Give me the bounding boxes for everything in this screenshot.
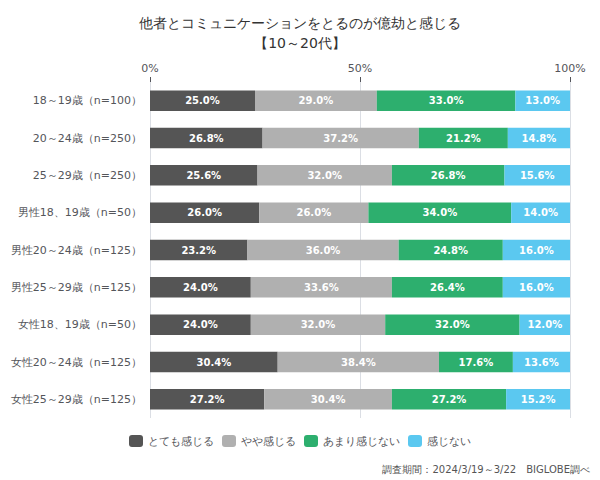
svg-text:26.0%: 26.0% xyxy=(296,207,331,218)
svg-text:16.0%: 16.0% xyxy=(519,245,554,256)
svg-text:13.0%: 13.0% xyxy=(525,95,560,106)
svg-text:調査期間：2024/3/19～3/22 BIGLOBE調べ: 調査期間：2024/3/19～3/22 BIGLOBE調べ xyxy=(382,464,590,475)
svg-text:38.4%: 38.4% xyxy=(341,357,376,368)
svg-text:26.0%: 26.0% xyxy=(187,207,222,218)
svg-text:17.6%: 17.6% xyxy=(459,357,494,368)
svg-text:24.0%: 24.0% xyxy=(183,282,218,293)
svg-text:16.0%: 16.0% xyxy=(519,282,554,293)
svg-text:25～29歳（n=250）: 25～29歳（n=250） xyxy=(33,169,142,182)
svg-text:24.8%: 24.8% xyxy=(433,245,468,256)
svg-text:32.0%: 32.0% xyxy=(307,170,342,181)
svg-text:0%: 0% xyxy=(141,62,158,75)
svg-text:26.4%: 26.4% xyxy=(430,282,465,293)
svg-text:【10～20代】: 【10～20代】 xyxy=(254,35,346,51)
svg-text:26.8%: 26.8% xyxy=(189,133,224,144)
svg-text:14.0%: 14.0% xyxy=(523,207,558,218)
svg-text:14.8%: 14.8% xyxy=(522,133,557,144)
svg-text:100%: 100% xyxy=(554,62,585,75)
svg-text:27.2%: 27.2% xyxy=(190,394,225,405)
svg-text:37.2%: 37.2% xyxy=(323,133,358,144)
svg-text:女性18、19歳（n=50）: 女性18、19歳（n=50） xyxy=(18,318,142,331)
svg-text:男性18、19歳（n=50）: 男性18、19歳（n=50） xyxy=(18,206,142,219)
svg-text:29.0%: 29.0% xyxy=(299,95,334,106)
svg-text:30.4%: 30.4% xyxy=(196,357,231,368)
svg-text:やや感じる: やや感じる xyxy=(241,435,296,448)
svg-text:女性25～29歳（n=125）: 女性25～29歳（n=125） xyxy=(11,393,142,406)
svg-text:とても感じる: とても感じる xyxy=(148,435,214,448)
svg-text:15.6%: 15.6% xyxy=(520,170,555,181)
svg-text:男性25～29歳（n=125）: 男性25～29歳（n=125） xyxy=(11,281,142,294)
svg-text:21.2%: 21.2% xyxy=(446,133,481,144)
svg-text:26.8%: 26.8% xyxy=(431,170,466,181)
svg-text:34.0%: 34.0% xyxy=(422,207,457,218)
svg-text:女性20～24歳（n=125）: 女性20～24歳（n=125） xyxy=(11,356,142,369)
svg-text:36.0%: 36.0% xyxy=(306,245,341,256)
svg-text:25.6%: 25.6% xyxy=(186,170,221,181)
svg-text:13.6%: 13.6% xyxy=(524,357,559,368)
svg-text:感じない: 感じない xyxy=(427,435,471,448)
svg-text:32.0%: 32.0% xyxy=(301,319,336,330)
svg-text:23.2%: 23.2% xyxy=(181,245,216,256)
svg-text:20～24歳（n=250）: 20～24歳（n=250） xyxy=(33,132,142,145)
svg-text:33.6%: 33.6% xyxy=(304,282,339,293)
svg-text:あまり感じない: あまり感じない xyxy=(323,435,400,448)
svg-text:12.0%: 12.0% xyxy=(527,319,562,330)
svg-text:27.2%: 27.2% xyxy=(432,394,467,405)
svg-text:男性20～24歳（n=125）: 男性20～24歳（n=125） xyxy=(11,244,142,257)
svg-text:30.4%: 30.4% xyxy=(311,394,346,405)
svg-text:15.2%: 15.2% xyxy=(521,394,556,405)
svg-text:25.0%: 25.0% xyxy=(185,95,220,106)
svg-text:32.0%: 32.0% xyxy=(435,319,470,330)
svg-text:他者とコミュニケーションをとるのが億劫と感じる: 他者とコミュニケーションをとるのが億劫と感じる xyxy=(139,15,461,31)
svg-text:24.0%: 24.0% xyxy=(183,319,218,330)
svg-text:50%: 50% xyxy=(348,62,372,75)
svg-text:33.0%: 33.0% xyxy=(429,95,464,106)
svg-text:18～19歳（n=100）: 18～19歳（n=100） xyxy=(33,94,142,107)
